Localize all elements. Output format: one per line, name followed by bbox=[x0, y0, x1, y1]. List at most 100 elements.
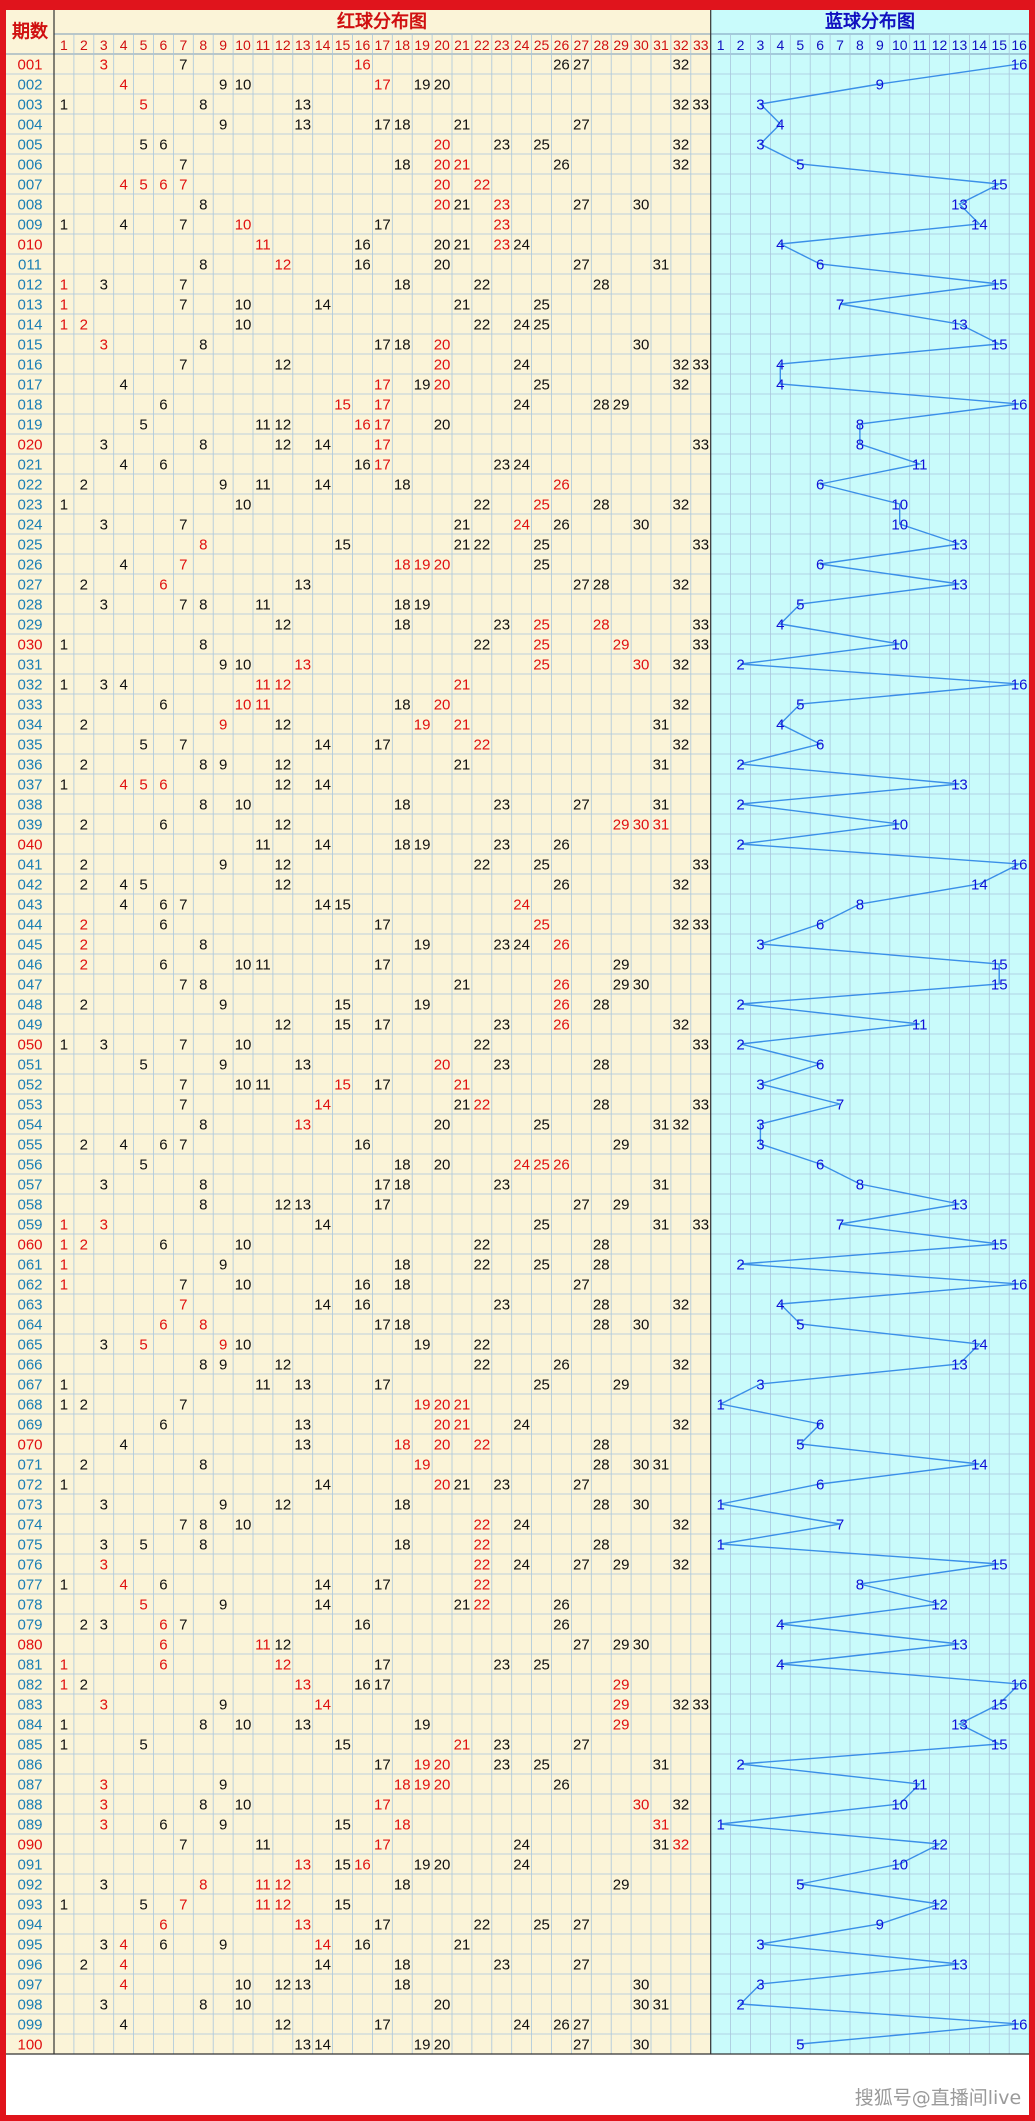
red-ball: 12 bbox=[275, 1017, 292, 1034]
blue-column-number: 6 bbox=[816, 37, 824, 53]
red-ball: 18 bbox=[394, 117, 411, 134]
red-ball: 24 bbox=[513, 357, 530, 374]
red-ball: 17 bbox=[374, 457, 391, 474]
red-column-number: 21 bbox=[454, 37, 470, 53]
red-ball: 27 bbox=[573, 57, 590, 74]
red-ball: 32 bbox=[673, 737, 690, 754]
red-ball: 7 bbox=[179, 277, 187, 294]
red-ball: 9 bbox=[219, 997, 227, 1014]
red-ball: 32 bbox=[673, 877, 690, 894]
red-ball: 1 bbox=[60, 777, 68, 794]
red-ball: 13 bbox=[294, 1717, 311, 1734]
red-ball: 20 bbox=[434, 1417, 451, 1434]
red-ball: 5 bbox=[139, 97, 147, 114]
period: 069 bbox=[17, 1417, 42, 1434]
red-ball: 1 bbox=[60, 297, 68, 314]
blue-ball: 3 bbox=[756, 937, 764, 954]
red-column-number: 17 bbox=[375, 37, 391, 53]
period: 084 bbox=[17, 1717, 42, 1734]
red-ball: 13 bbox=[294, 1057, 311, 1074]
red-ball: 15 bbox=[334, 897, 351, 914]
blue-ball: 15 bbox=[991, 1697, 1008, 1714]
blue-column-number: 11 bbox=[912, 37, 927, 53]
blue-column-number: 12 bbox=[932, 37, 948, 53]
red-ball: 9 bbox=[219, 1357, 227, 1374]
blue-ball: 16 bbox=[1011, 397, 1028, 414]
red-ball: 6 bbox=[159, 1817, 167, 1834]
period: 035 bbox=[17, 737, 42, 754]
red-ball: 5 bbox=[139, 1897, 147, 1914]
red-ball: 10 bbox=[235, 1997, 252, 2014]
red-ball: 5 bbox=[139, 137, 147, 154]
red-ball: 9 bbox=[219, 477, 227, 494]
red-ball: 18 bbox=[394, 797, 411, 814]
red-ball: 16 bbox=[354, 457, 371, 474]
red-ball: 19 bbox=[414, 377, 431, 394]
period: 045 bbox=[17, 937, 42, 954]
period: 013 bbox=[17, 297, 42, 314]
red-ball: 17 bbox=[374, 1917, 391, 1934]
red-ball: 17 bbox=[374, 1077, 391, 1094]
red-ball: 9 bbox=[219, 1697, 227, 1714]
red-ball: 31 bbox=[653, 1217, 670, 1234]
red-ball: 8 bbox=[199, 1877, 207, 1894]
period: 100 bbox=[17, 2037, 42, 2054]
red-ball: 18 bbox=[394, 1157, 411, 1174]
blue-ball: 15 bbox=[991, 337, 1008, 354]
red-ball: 23 bbox=[493, 217, 510, 234]
red-column-number: 25 bbox=[534, 37, 550, 53]
red-ball: 19 bbox=[414, 1337, 431, 1354]
blue-ball: 4 bbox=[776, 377, 784, 394]
red-ball: 33 bbox=[692, 1697, 709, 1714]
blue-ball: 2 bbox=[736, 1257, 744, 1274]
red-ball: 2 bbox=[80, 757, 88, 774]
red-ball: 32 bbox=[673, 137, 690, 154]
red-ball: 13 bbox=[294, 2037, 311, 2054]
red-ball: 23 bbox=[493, 197, 510, 214]
red-ball: 21 bbox=[454, 717, 471, 734]
red-ball: 20 bbox=[434, 237, 451, 254]
blue-ball: 2 bbox=[736, 1037, 744, 1054]
blue-ball: 13 bbox=[951, 537, 968, 554]
red-ball: 24 bbox=[513, 237, 530, 254]
blue-ball: 2 bbox=[736, 757, 744, 774]
red-ball: 22 bbox=[474, 737, 491, 754]
red-ball: 22 bbox=[474, 1577, 491, 1594]
red-ball: 8 bbox=[199, 1117, 207, 1134]
red-ball: 22 bbox=[474, 1557, 491, 1574]
red-ball: 17 bbox=[374, 1757, 391, 1774]
red-ball: 19 bbox=[414, 597, 431, 614]
red-ball: 1 bbox=[60, 1897, 68, 1914]
red-ball: 26 bbox=[553, 477, 570, 494]
red-ball: 26 bbox=[553, 837, 570, 854]
red-ball: 20 bbox=[434, 1397, 451, 1414]
red-ball: 13 bbox=[294, 1377, 311, 1394]
red-ball: 3 bbox=[100, 1697, 108, 1714]
red-ball: 17 bbox=[374, 917, 391, 934]
red-ball: 4 bbox=[119, 1977, 127, 1994]
red-ball: 10 bbox=[235, 797, 252, 814]
red-ball: 25 bbox=[533, 1377, 550, 1394]
red-ball: 16 bbox=[354, 1937, 371, 1954]
red-ball: 25 bbox=[533, 1917, 550, 1934]
blue-ball: 1 bbox=[716, 1537, 724, 1554]
red-column-number: 2 bbox=[80, 37, 88, 53]
red-ball: 7 bbox=[179, 1077, 187, 1094]
period: 059 bbox=[17, 1217, 42, 1234]
red-ball: 26 bbox=[553, 1597, 570, 1614]
red-ball: 22 bbox=[474, 1337, 491, 1354]
red-ball: 6 bbox=[159, 457, 167, 474]
red-ball: 1 bbox=[60, 677, 68, 694]
red-ball: 18 bbox=[394, 1817, 411, 1834]
red-ball: 3 bbox=[100, 517, 108, 534]
red-ball: 18 bbox=[394, 1277, 411, 1294]
red-ball: 22 bbox=[474, 637, 491, 654]
red-ball: 4 bbox=[119, 1437, 127, 1454]
red-ball: 20 bbox=[434, 257, 451, 274]
red-ball: 20 bbox=[434, 1777, 451, 1794]
red-column-number: 33 bbox=[693, 37, 709, 53]
red-ball: 29 bbox=[613, 1197, 630, 1214]
red-ball: 8 bbox=[199, 637, 207, 654]
red-ball: 17 bbox=[374, 1177, 391, 1194]
period: 073 bbox=[17, 1497, 42, 1514]
